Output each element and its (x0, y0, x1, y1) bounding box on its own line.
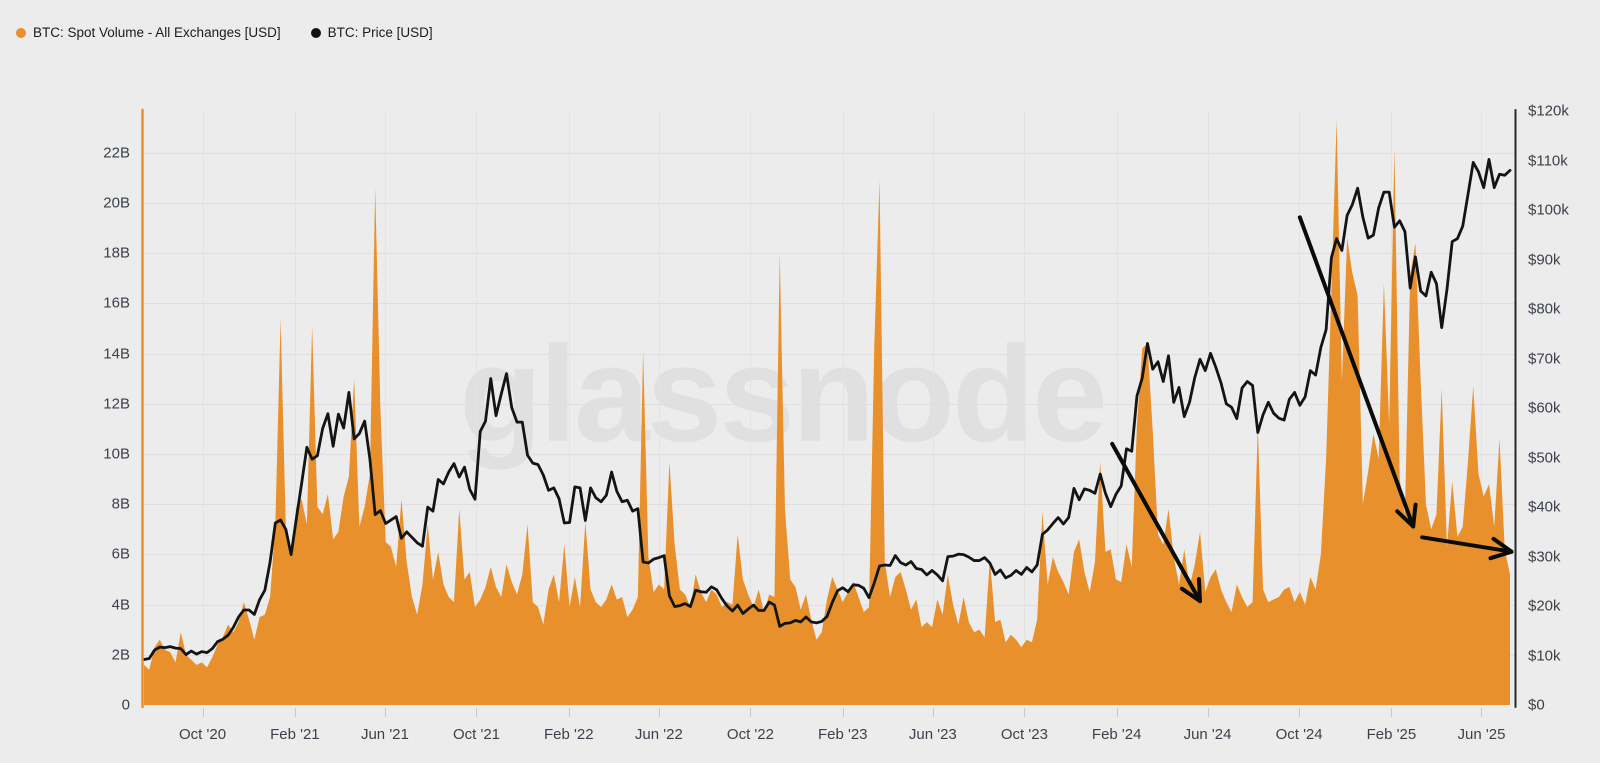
x-tick-label: Feb '22 (544, 726, 594, 743)
y-left-tick-label: 0 (121, 696, 130, 714)
volume-series-dot-icon (16, 27, 26, 38)
legend-item-spot-volume[interactable]: BTC: Spot Volume - All Exchanges [USD] (16, 25, 281, 40)
x-tick-label: Oct '21 (452, 726, 501, 743)
y-right-tick-label: $60k (1528, 399, 1561, 417)
y-right-tick-label: $50k (1528, 449, 1561, 467)
y-left-tick-label: 16B (103, 294, 130, 312)
y-left-tick-label: 14B (103, 345, 130, 363)
x-tick-label: Jun '25 (1457, 726, 1506, 743)
y-left-tick-label: 6B (111, 545, 130, 563)
y-right-tick-label: $120k (1528, 102, 1569, 120)
x-tick-label: Jun '24 (1183, 726, 1232, 743)
y-right-tick-label: $40k (1528, 498, 1561, 516)
y-left-tick-label: 20B (103, 194, 130, 212)
x-tick-label: Feb '25 (1366, 726, 1417, 743)
y-right-tick-label: $30k (1528, 548, 1561, 566)
y-right-tick-label: $80k (1528, 300, 1561, 318)
x-tick-label: Oct '22 (726, 726, 774, 743)
x-tick-label: Oct '23 (1000, 726, 1048, 743)
legend: BTC: Spot Volume - All Exchanges [USD] B… (16, 25, 433, 40)
x-tick-label: Jun '23 (908, 726, 957, 743)
x-tick-label: Feb '24 (1091, 726, 1142, 743)
legend-label-price: BTC: Price [USD] (327, 25, 433, 40)
x-tick-label: Jun '21 (360, 726, 409, 743)
x-tick-label: Oct '20 (179, 726, 227, 743)
legend-label-volume: BTC: Spot Volume - All Exchanges [USD] (33, 25, 281, 40)
y-left-tick-label: 12B (103, 395, 130, 413)
y-left-tick-label: 10B (103, 445, 130, 463)
y-right-tick-label: $10k (1528, 647, 1561, 665)
y-left-tick-label: 4B (111, 596, 130, 614)
y-right-tick-label: $100k (1528, 201, 1569, 219)
x-tick-label: Feb '21 (270, 726, 320, 743)
y-right-tick-label: $110k (1528, 152, 1568, 170)
y-right-tick-label: $0 (1528, 696, 1545, 714)
price-series-dot-icon (310, 27, 321, 38)
x-tick-label: Jun '22 (634, 726, 683, 743)
y-left-tick-label: 22B (103, 144, 130, 162)
legend-item-price[interactable]: BTC: Price [USD] (310, 25, 433, 40)
y-left-tick-label: 8B (111, 495, 130, 513)
y-left-tick-label: 2B (111, 646, 130, 664)
x-tick-label: Feb '23 (817, 726, 868, 743)
y-right-tick-label: $20k (1528, 597, 1561, 615)
y-right-tick-label: $90k (1528, 251, 1561, 269)
y-right-tick-label: $70k (1528, 350, 1561, 368)
x-tick-label: Oct '24 (1275, 726, 1323, 743)
y-left-tick-label: 18B (103, 244, 130, 262)
